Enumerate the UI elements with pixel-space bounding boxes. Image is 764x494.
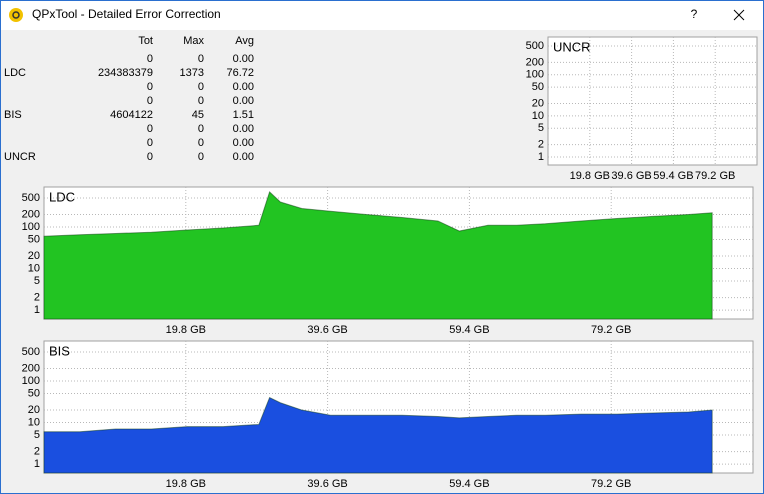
stat-value: 0: [147, 123, 153, 135]
y-tick-label: 200: [22, 362, 40, 374]
stat-value: 76.72: [226, 67, 254, 79]
y-tick-label: 20: [28, 250, 40, 262]
x-tick-label: 19.8 GB: [166, 478, 206, 490]
x-tick-label: 59.4 GB: [653, 170, 693, 182]
stat-value: 1373: [180, 67, 204, 79]
y-tick-label: 200: [22, 208, 40, 220]
y-tick-label: 50: [532, 81, 544, 93]
row-label: LDC: [4, 67, 26, 79]
title-bar: [1, 1, 763, 30]
y-tick-label: 10: [532, 110, 544, 122]
x-tick-label: 79.2 GB: [591, 324, 631, 336]
x-tick-label: 59.4 GB: [449, 324, 489, 336]
help-button[interactable]: ?: [691, 7, 698, 21]
column-header: Max: [183, 35, 204, 47]
y-tick-label: 200: [526, 56, 544, 68]
stat-value: 0: [147, 95, 153, 107]
y-tick-label: 500: [22, 192, 40, 204]
column-header: Tot: [138, 35, 153, 47]
y-tick-label: 10: [28, 262, 40, 274]
x-tick-label: 19.8 GB: [570, 170, 610, 182]
chart-label: LDC: [49, 189, 75, 204]
stat-value: 0: [147, 137, 153, 149]
y-tick-label: 1: [34, 458, 40, 470]
stat-value: 0: [198, 123, 204, 135]
stat-value: 0.00: [233, 151, 254, 163]
y-tick-label: 100: [22, 221, 40, 233]
y-tick-label: 5: [34, 429, 40, 441]
y-tick-label: 5: [538, 122, 544, 134]
x-tick-label: 39.6 GB: [307, 324, 347, 336]
x-tick-label: 59.4 GB: [449, 478, 489, 490]
app-icon-glyph: [12, 11, 20, 19]
y-tick-label: 2: [538, 139, 544, 151]
window-title: QPxTool - Detailed Error Correction: [32, 7, 221, 21]
row-label: BIS: [4, 109, 22, 121]
y-tick-label: 20: [532, 97, 544, 109]
stat-value: 0.00: [233, 53, 254, 65]
x-tick-label: 79.2 GB: [591, 478, 631, 490]
stat-value: 0.00: [233, 123, 254, 135]
y-tick-label: 10: [28, 416, 40, 428]
data-area: [43, 191, 713, 320]
chart-label: UNCR: [553, 39, 591, 54]
stat-value: 0: [198, 81, 204, 93]
x-tick-label: 39.6 GB: [307, 478, 347, 490]
x-tick-label: 19.8 GB: [166, 324, 206, 336]
row-label: UNCR: [4, 151, 36, 163]
y-tick-label: 100: [526, 69, 544, 81]
y-tick-label: 500: [526, 40, 544, 52]
stat-value: 0.00: [233, 81, 254, 93]
stat-value: 0: [198, 95, 204, 107]
y-tick-label: 5: [34, 275, 40, 287]
stat-value: 0: [198, 53, 204, 65]
stat-value: 234383379: [98, 67, 153, 79]
y-tick-label: 50: [28, 387, 40, 399]
app-icon: [9, 8, 23, 22]
plot-area: [547, 36, 758, 166]
x-tick-label: 79.2 GB: [695, 170, 735, 182]
stat-value: 4604122: [110, 109, 153, 121]
y-tick-label: 50: [28, 233, 40, 245]
stat-value: 0: [147, 81, 153, 93]
close-button[interactable]: [733, 9, 745, 21]
data-area: [43, 396, 713, 474]
y-tick-label: 1: [34, 304, 40, 316]
stat-value: 0.00: [233, 95, 254, 107]
y-tick-label: 1: [538, 151, 544, 163]
close-glyph: [733, 9, 745, 21]
column-header: Avg: [235, 35, 254, 47]
stat-value: 45: [192, 109, 204, 121]
y-tick-label: 2: [34, 445, 40, 457]
chart-label: BIS: [49, 343, 70, 358]
y-tick-label: 2: [34, 291, 40, 303]
stat-value: 0: [198, 151, 204, 163]
stat-value: 0: [198, 137, 204, 149]
y-tick-label: 20: [28, 404, 40, 416]
stat-value: 1.51: [233, 109, 254, 121]
x-tick-label: 39.6 GB: [611, 170, 651, 182]
stat-value: 0: [147, 53, 153, 65]
stat-value: 0: [147, 151, 153, 163]
y-tick-label: 100: [22, 375, 40, 387]
y-tick-label: 500: [22, 346, 40, 358]
stat-value: 0.00: [233, 137, 254, 149]
